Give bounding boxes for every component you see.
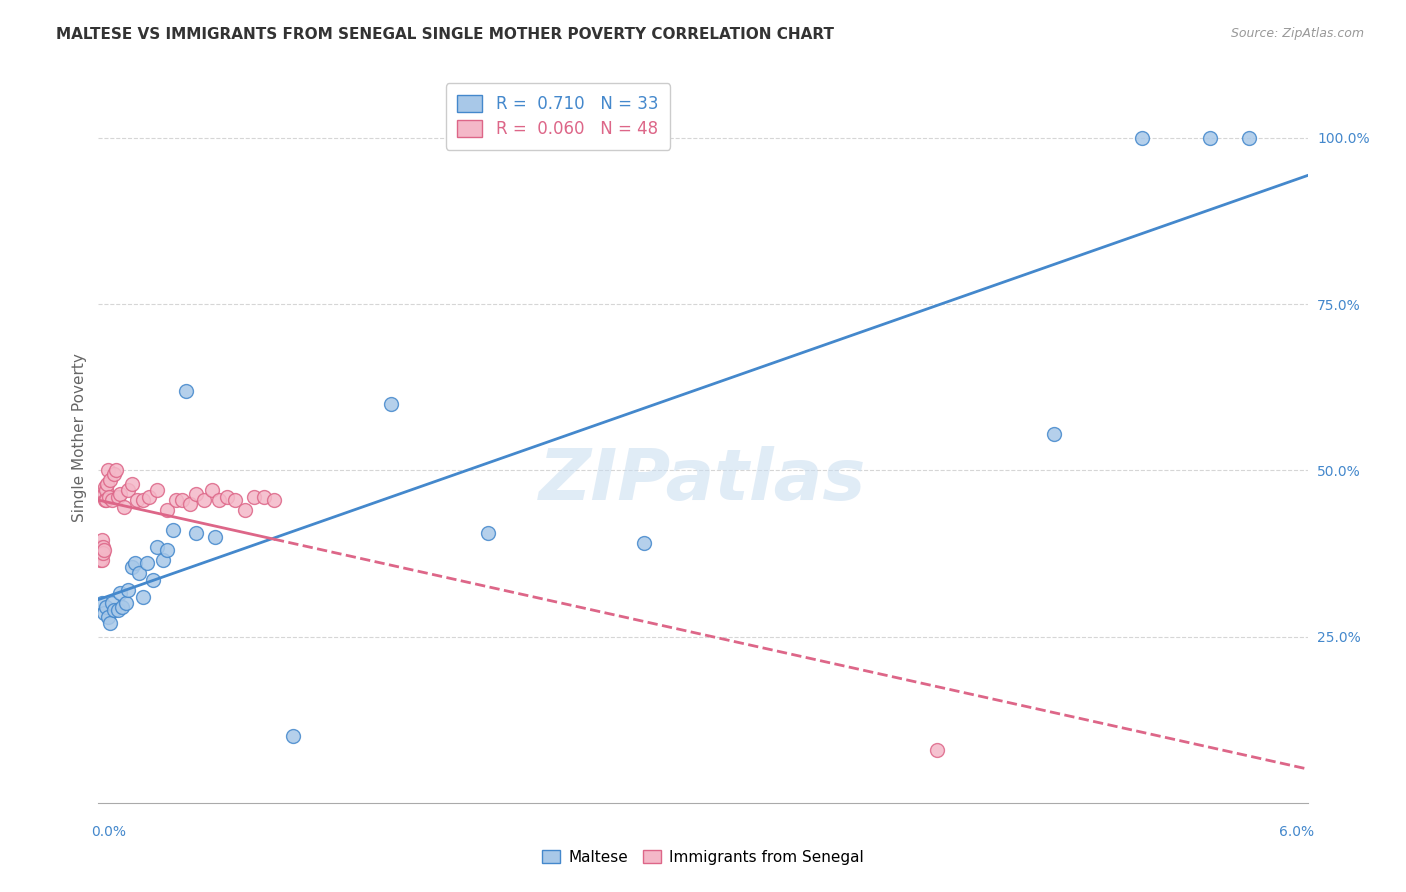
Text: ZIPatlas: ZIPatlas — [540, 447, 866, 516]
Y-axis label: Single Mother Poverty: Single Mother Poverty — [72, 352, 87, 522]
Point — [93, 486, 115, 500]
Point — [172, 493, 194, 508]
Point — [204, 530, 226, 544]
Point — [477, 526, 499, 541]
Point — [925, 742, 948, 756]
Point — [103, 467, 125, 481]
Point — [1199, 131, 1222, 145]
Point — [184, 526, 207, 541]
Point — [96, 599, 118, 614]
Point — [283, 729, 305, 743]
Point — [146, 540, 169, 554]
Point — [91, 553, 114, 567]
Text: 6.0%: 6.0% — [1279, 825, 1315, 839]
Point — [101, 596, 124, 610]
Point — [117, 483, 139, 498]
Point — [94, 493, 117, 508]
Point — [91, 546, 114, 560]
Point — [96, 493, 118, 508]
Point — [91, 540, 114, 554]
Point — [233, 503, 256, 517]
Point — [200, 483, 222, 498]
Point — [1130, 131, 1153, 145]
Point — [90, 543, 112, 558]
Point — [121, 559, 143, 574]
Point — [156, 543, 179, 558]
Point — [107, 603, 129, 617]
Point — [127, 493, 149, 508]
Point — [152, 553, 174, 567]
Point — [108, 486, 131, 500]
Point — [93, 543, 115, 558]
Point — [217, 490, 239, 504]
Point — [138, 490, 160, 504]
Point — [114, 596, 136, 610]
Point — [89, 553, 111, 567]
Point — [94, 480, 117, 494]
Point — [111, 599, 134, 614]
Point — [89, 546, 111, 560]
Text: MALTESE VS IMMIGRANTS FROM SENEGAL SINGLE MOTHER POVERTY CORRELATION CHART: MALTESE VS IMMIGRANTS FROM SENEGAL SINGL… — [56, 27, 834, 42]
Text: 0.0%: 0.0% — [91, 825, 127, 839]
Point — [98, 490, 121, 504]
Point — [128, 566, 150, 581]
Point — [136, 557, 159, 571]
Point — [90, 540, 112, 554]
Point — [91, 596, 114, 610]
Point — [243, 490, 266, 504]
Point — [90, 546, 112, 560]
Point — [98, 616, 121, 631]
Point — [132, 590, 155, 604]
Text: Source: ZipAtlas.com: Source: ZipAtlas.com — [1230, 27, 1364, 40]
Point — [124, 557, 146, 571]
Point — [96, 476, 118, 491]
Legend: R =  0.710   N = 33, R =  0.060   N = 48: R = 0.710 N = 33, R = 0.060 N = 48 — [446, 83, 671, 150]
Point — [253, 490, 276, 504]
Point — [103, 603, 125, 617]
Point — [101, 493, 124, 508]
Point — [208, 493, 231, 508]
Point — [174, 384, 197, 398]
Point — [89, 543, 111, 558]
Point — [1237, 131, 1260, 145]
Point — [156, 503, 179, 517]
Point — [90, 533, 112, 548]
Point — [94, 483, 117, 498]
Point — [107, 490, 129, 504]
Point — [112, 500, 135, 514]
Point — [263, 493, 285, 508]
Point — [146, 483, 169, 498]
Point — [132, 493, 155, 508]
Point — [1043, 426, 1066, 441]
Point — [121, 476, 143, 491]
Point — [165, 493, 187, 508]
Point — [184, 486, 207, 500]
Point — [380, 397, 402, 411]
Point — [97, 463, 120, 477]
Point — [179, 497, 201, 511]
Point — [162, 523, 184, 537]
Point — [224, 493, 246, 508]
Point — [117, 582, 139, 597]
Point — [104, 463, 127, 477]
Legend: Maltese, Immigrants from Senegal: Maltese, Immigrants from Senegal — [536, 844, 870, 871]
Point — [98, 473, 121, 487]
Point — [193, 493, 215, 508]
Point — [90, 543, 112, 558]
Point — [108, 586, 131, 600]
Point — [97, 609, 120, 624]
Point — [633, 536, 655, 550]
Point — [93, 607, 115, 621]
Point — [142, 573, 165, 587]
